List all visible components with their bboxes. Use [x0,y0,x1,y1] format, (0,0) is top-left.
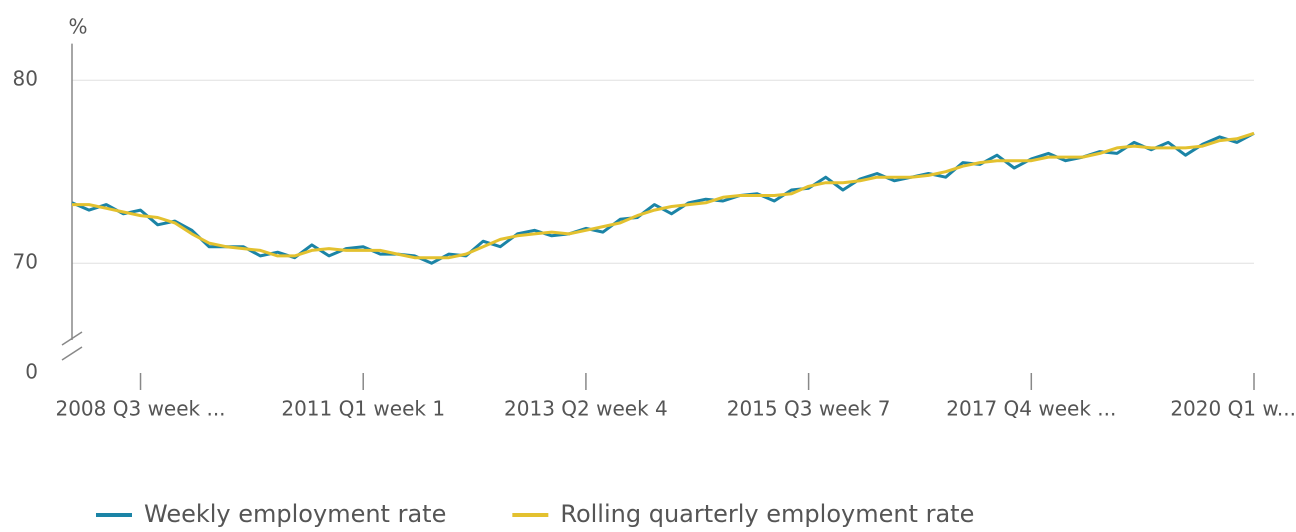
y-tick-label: 70 [13,250,38,274]
x-tick-label: 2011 Q1 week 1 [281,397,445,421]
axis-break [61,331,83,346]
y-tick-label: 0 [25,360,38,384]
legend-label: Weekly employment rate [144,500,446,528]
y-unit: % [68,15,87,39]
x-tick-label: 2015 Q3 week 7 [727,397,891,421]
legend-label: Rolling quarterly employment rate [560,500,974,528]
x-tick-label: 2008 Q3 week ... [55,397,225,421]
line-series [72,131,1255,260]
axis-break [61,346,83,361]
line-series [71,131,1255,265]
x-tick-label: 2017 Q4 week ... [946,397,1116,421]
x-tick-label: 2013 Q2 week 4 [504,397,668,421]
y-tick-label: 80 [13,67,38,91]
x-tick-label: 2020 Q1 w... [1170,397,1296,421]
